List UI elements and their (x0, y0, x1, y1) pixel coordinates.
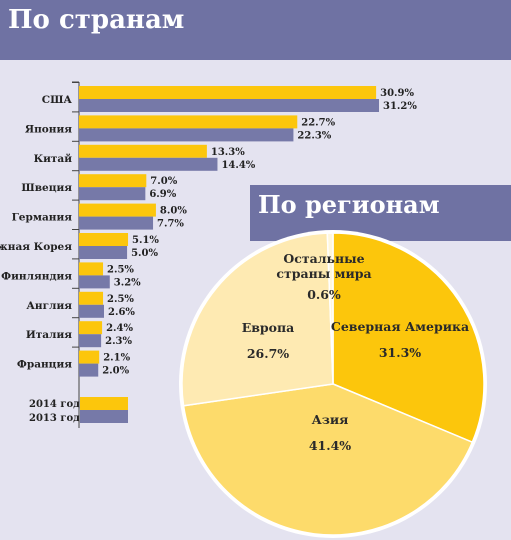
bar-2013 (79, 216, 154, 230)
category-label: Швеция (21, 182, 72, 194)
category-label: Англия (26, 300, 72, 312)
value-label-2014: 5.1% (132, 235, 159, 246)
value-label-2013: 2.6% (108, 307, 135, 318)
bar-2013 (79, 363, 99, 377)
bar-2013 (79, 128, 294, 142)
bar-2014 (79, 144, 207, 158)
value-label-2013: 5.0% (131, 248, 158, 259)
bar-2013 (79, 334, 102, 348)
value-label-2014: 30.9% (380, 88, 414, 99)
value-label-2013: 2.3% (105, 336, 132, 347)
bar-2013 (79, 304, 104, 318)
value-label-2013: 7.7% (157, 219, 184, 230)
value-label-2014: 2.4% (106, 323, 133, 334)
category-label: Франция (17, 359, 72, 371)
bar-2014 (79, 262, 104, 276)
value-label-2014: 8.0% (160, 206, 187, 217)
value-label-2014: 2.5% (107, 294, 134, 305)
pie-slice-label: Азия (312, 412, 349, 427)
pie-value-label: 31.3% (379, 345, 421, 360)
category-label: Япония (25, 123, 72, 135)
pie-slice-label: страны мира (276, 266, 371, 281)
pie-chart: Северная Америка 31.3% Азия 41.4% Европа 26.7… (181, 232, 485, 536)
pie-slice-label: Европа (242, 320, 295, 335)
bar-2014 (79, 115, 298, 129)
country-header-band (0, 0, 511, 60)
country-chart-title: По странам (8, 5, 184, 35)
bar-2014 (79, 86, 377, 99)
region-header-band (250, 185, 511, 241)
bar-legend: 2014 год 2013 год (29, 397, 128, 424)
pie-slice-other (326, 232, 334, 385)
category-label: Южная Корея (0, 241, 72, 253)
category-label: Германия (12, 212, 73, 224)
bar-2014 (79, 321, 103, 335)
pie-slice-label: Остальные (283, 251, 364, 266)
bar-2014 (79, 203, 156, 217)
value-label-2013: 22.3% (297, 130, 331, 141)
region-chart-title: По регионам (258, 190, 440, 219)
bar-2013 (79, 187, 146, 201)
legend-swatch-2014 (80, 397, 128, 410)
value-label-2013: 14.4% (221, 160, 255, 171)
bar-2013 (79, 99, 379, 112)
legend-label-2013: 2013 год (29, 413, 80, 424)
value-label-2013: 3.2% (114, 277, 141, 288)
pie-slice-label: Северная Америка (331, 319, 469, 334)
category-label: Италия (26, 329, 72, 341)
value-label-2013: 31.2% (383, 101, 417, 112)
bar-2014 (79, 174, 147, 188)
value-label-2014: 7.0% (150, 176, 177, 187)
value-label-2014: 2.1% (103, 353, 130, 364)
pie-value-label: 0.6% (307, 287, 341, 302)
bar-2014 (79, 350, 100, 364)
bar-2013 (79, 157, 218, 171)
category-label: США (42, 94, 73, 106)
value-label-2013: 6.9% (149, 189, 176, 200)
bar-chart: США 30.9% 31.2% Япония 22.7% 22.3% Китай 13.3% 1… (0, 82, 417, 377)
bar-2013 (79, 246, 128, 259)
legend-swatch-2013 (80, 410, 128, 423)
value-label-2014: 22.7% (301, 117, 335, 128)
value-label-2013: 2.0% (102, 366, 129, 377)
bar-2013 (79, 275, 110, 289)
value-label-2014: 2.5% (107, 264, 134, 275)
value-label-2014: 13.3% (211, 147, 245, 158)
pie-slice-asia (182, 383, 474, 536)
pie-value-label: 41.4% (309, 438, 351, 453)
bar-2014 (79, 291, 104, 305)
pie-slice-north-america (332, 232, 485, 444)
category-label: Китай (34, 153, 73, 165)
legend-label-2014: 2014 год (29, 399, 80, 410)
pie-slice-europe (181, 232, 334, 407)
category-label: Финляндия (1, 270, 72, 282)
bar-2014 (79, 233, 129, 246)
pie-value-label: 26.7% (247, 346, 289, 361)
